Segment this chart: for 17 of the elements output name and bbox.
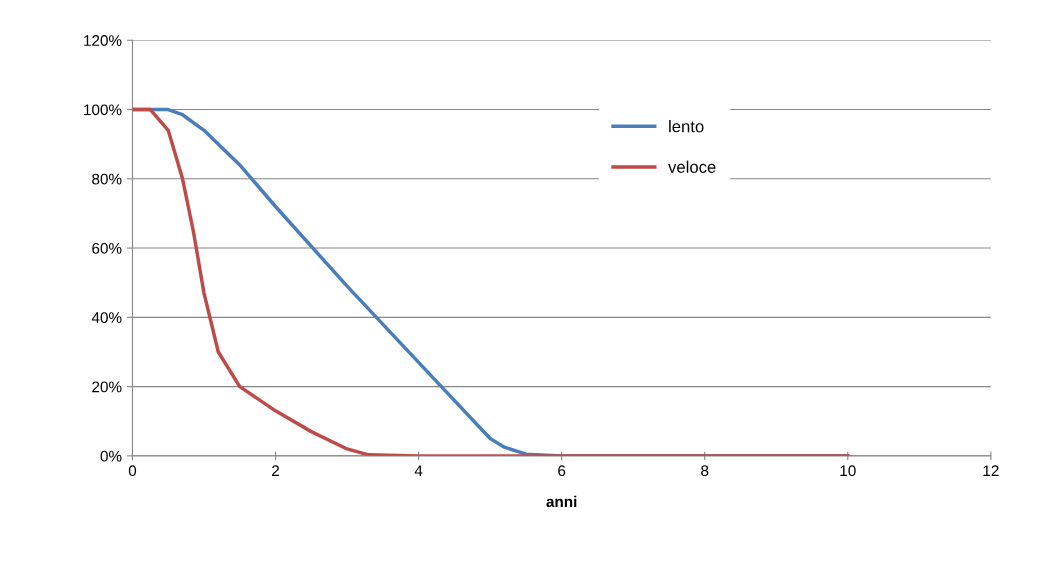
y-tick-label: 40% [91, 312, 122, 324]
x-tick-label: 12 [983, 465, 999, 476]
x-tick-label: 4 [414, 465, 423, 476]
x-tick-label: 6 [558, 465, 566, 477]
x-tick-label: 10 [840, 465, 856, 477]
legend-label: veloce [668, 160, 716, 173]
y-tick-label: 0% [100, 450, 122, 462]
x-tick-label: 8 [701, 465, 709, 477]
legend-label: lento [669, 120, 704, 133]
y-tick-label: 100% [84, 104, 122, 116]
y-tick-label: 80% [92, 173, 122, 185]
y-tick-label: 20% [92, 381, 122, 393]
x-tick-label: 0 [128, 465, 137, 477]
x-axis-title: anni [546, 495, 577, 508]
y-tick-label: 120% [84, 35, 122, 46]
y-tick-label: 60% [92, 242, 122, 254]
x-tick-label: 2 [272, 465, 280, 476]
